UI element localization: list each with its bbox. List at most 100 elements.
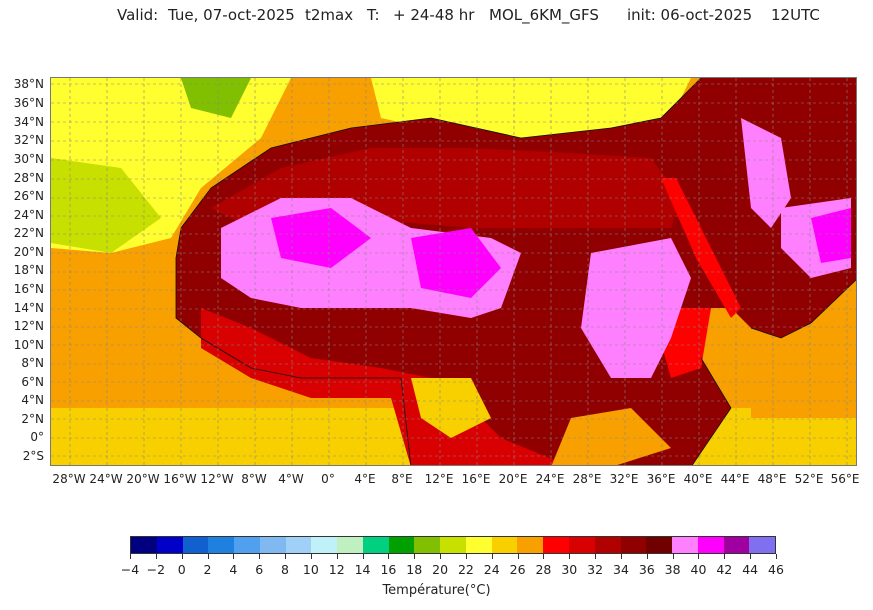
red-sea: [661, 178, 741, 318]
colorbar-tick-mark: [181, 554, 183, 559]
colorbar-tick-mark: [491, 554, 493, 559]
colorbar-swatch: [311, 537, 338, 553]
colorbar-tick-mark: [517, 554, 519, 559]
lat-label: 20°N: [13, 245, 44, 259]
temperature-colorbar: [130, 536, 776, 554]
colorbar-tick-label: 40: [690, 562, 707, 577]
colorbar-tick-label: 32: [587, 562, 604, 577]
iraq-extreme: [741, 118, 791, 228]
lat-label: 30°N: [13, 152, 44, 166]
lat-label: 2°S: [22, 449, 44, 463]
colorbar-tick-label: 46: [768, 562, 784, 577]
lon-label: 44°E: [720, 472, 750, 486]
lat-label: 28°N: [13, 171, 44, 185]
colorbar-tick-label: 20: [432, 562, 449, 577]
colorbar-swatch: [517, 537, 544, 553]
lon-label: 20°W: [126, 472, 160, 486]
colorbar-tick-mark: [465, 554, 467, 559]
colorbar-tick-mark: [595, 554, 597, 559]
colorbar-tick-mark: [698, 554, 700, 559]
colorbar-tick-label: 24: [483, 562, 500, 577]
colorbar-swatch: [646, 537, 673, 553]
lon-label: 12°E: [424, 472, 454, 486]
colorbar-tick-label: 22: [457, 562, 474, 577]
colorbar-tick-label: 18: [406, 562, 423, 577]
land-congo-cool: [551, 408, 671, 465]
lon-label: 28°E: [572, 472, 602, 486]
colorbar-swatch: [234, 537, 260, 553]
colorbar-tick-mark: [362, 554, 364, 559]
lat-label: 32°N: [13, 133, 44, 147]
colorbar-swatch: [440, 537, 466, 553]
colorbar-tick-mark: [285, 554, 287, 559]
lat-label: 38°N: [13, 77, 44, 91]
colorbar-swatch: [414, 537, 441, 553]
colorbar-tick-label: 36: [638, 562, 655, 577]
land-gulf-guinea: [411, 378, 491, 438]
lat-label: 22°N: [13, 226, 44, 240]
colorbar-tick-mark: [207, 554, 209, 559]
colorbar-tick-label: 2: [203, 562, 212, 577]
sudan-extreme: [581, 238, 691, 378]
coastline: [175, 78, 856, 465]
colorbar-tick-label: 30: [561, 562, 578, 577]
lat-label: 4°N: [21, 393, 44, 407]
colorbar-swatch: [594, 537, 621, 553]
colorbar-tick-mark: [310, 554, 312, 559]
colorbar-tick-mark: [259, 554, 261, 559]
colorbar-tick-label: 8: [281, 562, 290, 577]
temperature-field: [51, 78, 856, 465]
colorbar-swatch: [465, 537, 492, 553]
colorbar-tick-label: 34: [613, 562, 629, 577]
colorbar-swatch: [182, 537, 209, 553]
map-header: Valid: Tue, 07-oct-2025 t2max T: + 24-48…: [0, 6, 873, 28]
colorbar-tick-label: 28: [535, 562, 552, 577]
lon-label: 16°W: [163, 472, 197, 486]
lon-label: 12°W: [200, 472, 234, 486]
colorbar-tick-label: 42: [716, 562, 733, 577]
lon-label: 0°: [321, 472, 335, 486]
lon-label: 8°E: [391, 472, 413, 486]
colorbar-tick-label: −4: [120, 562, 140, 577]
colorbar-swatch: [491, 537, 518, 553]
colorbar-title: Température(°C): [382, 583, 491, 598]
colorbar-tick-mark: [336, 554, 338, 559]
lat-label: 24°N: [13, 208, 44, 222]
model-name: MOL_6KM_GFS: [489, 6, 599, 24]
valid-label: Valid:: [117, 6, 159, 24]
colorbar-swatch: [672, 537, 698, 553]
arabia-core: [811, 208, 851, 263]
colorbar-tick-mark: [750, 554, 752, 559]
lon-label: 8°W: [241, 472, 267, 486]
sahara-core-central: [411, 228, 501, 298]
colorbar-swatch: [749, 537, 776, 553]
lat-label: 12°N: [13, 319, 44, 333]
colorbar-swatch: [569, 537, 595, 553]
colorbar-tick-mark: [233, 554, 235, 559]
init-date: init: 06-oct-2025: [627, 6, 753, 24]
colorbar-tick-mark: [646, 554, 648, 559]
colorbar-tick-mark: [620, 554, 622, 559]
graticule: [51, 78, 856, 465]
colorbar-swatch: [723, 537, 750, 553]
colorbar-swatch: [156, 537, 183, 553]
lat-label: 18°N: [13, 263, 44, 277]
colorbar-tick-label: −2: [146, 562, 166, 577]
colorbar-tick-mark: [569, 554, 571, 559]
colorbar-tick-mark: [155, 554, 157, 559]
colorbar-tick-label: 44: [742, 562, 759, 577]
colorbar-tick-mark: [672, 554, 674, 559]
lon-label: 20°E: [498, 472, 528, 486]
colorbar-tick-label: 6: [255, 562, 264, 577]
colorbar-tick-label: 38: [664, 562, 681, 577]
colorbar-swatch: [388, 537, 415, 553]
temperature-map: [50, 77, 857, 466]
lon-label: 36°E: [646, 472, 676, 486]
colorbar-tick-mark: [388, 554, 390, 559]
colorbar-swatch: [131, 537, 157, 553]
colorbar-tick-mark: [130, 554, 131, 559]
colorbar-swatch: [697, 537, 724, 553]
colorbar-swatch: [208, 537, 235, 553]
lat-label: 36°N: [13, 96, 44, 110]
lat-label: 26°N: [13, 189, 44, 203]
